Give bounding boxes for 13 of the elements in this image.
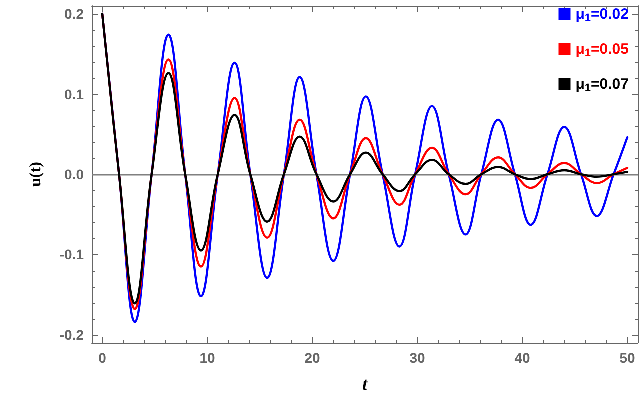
y-tick-label: 0.2	[64, 6, 84, 22]
x-tick-label: 0	[98, 350, 107, 366]
y-tick-label: 0.1	[64, 86, 84, 102]
x-tick-label: 40	[514, 350, 530, 366]
y-tick-label: -0.2	[60, 326, 84, 343]
y-tick-label: -0.1	[60, 246, 84, 263]
x-axis-title: t	[362, 374, 368, 394]
y-tick-label: 0.0	[64, 166, 84, 182]
y-axis-title: u(t)	[28, 162, 44, 187]
x-tick-label: 20	[304, 350, 320, 366]
x-tick-label: 50	[620, 350, 636, 366]
x-tick-label: 10	[200, 350, 216, 366]
x-tick-label: 30	[410, 350, 426, 366]
